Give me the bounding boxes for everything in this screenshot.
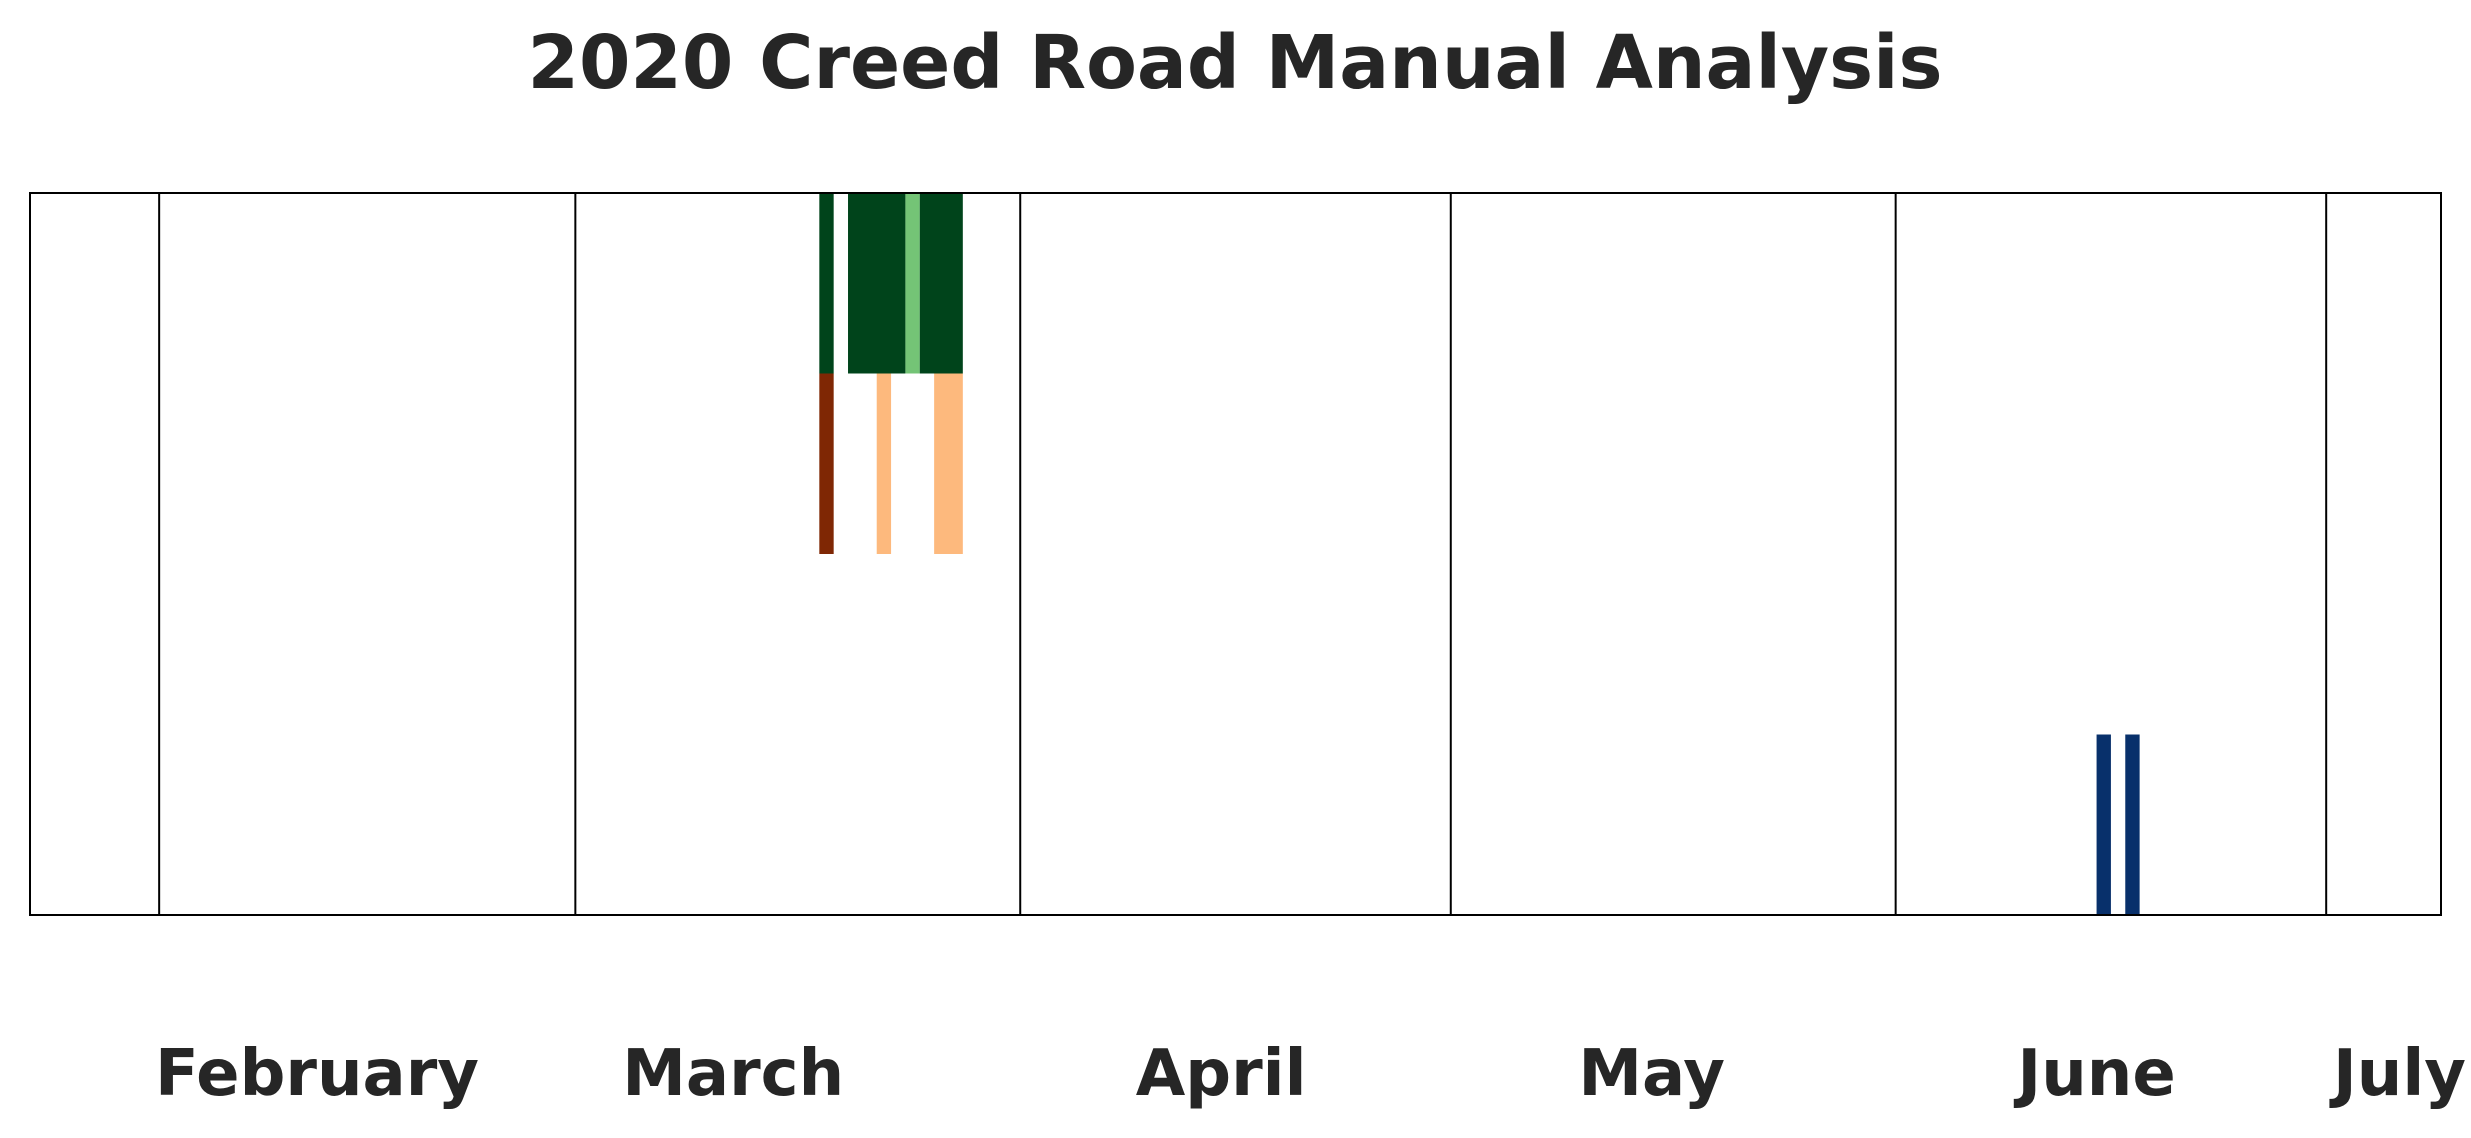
chart-title: 2020 Creed Road Manual Analysis bbox=[527, 20, 1942, 106]
month-boundaries bbox=[158, 193, 2328, 915]
event-bar-6 bbox=[934, 373, 963, 554]
event-bar-0 bbox=[819, 193, 834, 374]
event-bar-4 bbox=[819, 373, 834, 554]
event-bar-7 bbox=[2096, 734, 2111, 915]
month-label-march: March bbox=[622, 1037, 844, 1111]
plot-frame bbox=[29, 192, 2442, 916]
month-label-april: April bbox=[1136, 1037, 1307, 1111]
event-bar-1 bbox=[848, 193, 906, 374]
month-labels: February March April May June July bbox=[155, 1037, 2466, 1111]
event-bar-8 bbox=[2125, 734, 2140, 915]
event-bar-2 bbox=[905, 193, 920, 374]
event-bar-5 bbox=[876, 373, 892, 554]
events-layer bbox=[819, 193, 2140, 915]
month-label-may: May bbox=[1578, 1037, 1725, 1111]
month-label-february: February bbox=[155, 1037, 479, 1111]
month-label-june: June bbox=[2013, 1037, 2175, 1111]
event-bar-3 bbox=[919, 193, 963, 374]
month-label-july: July bbox=[2329, 1037, 2466, 1111]
